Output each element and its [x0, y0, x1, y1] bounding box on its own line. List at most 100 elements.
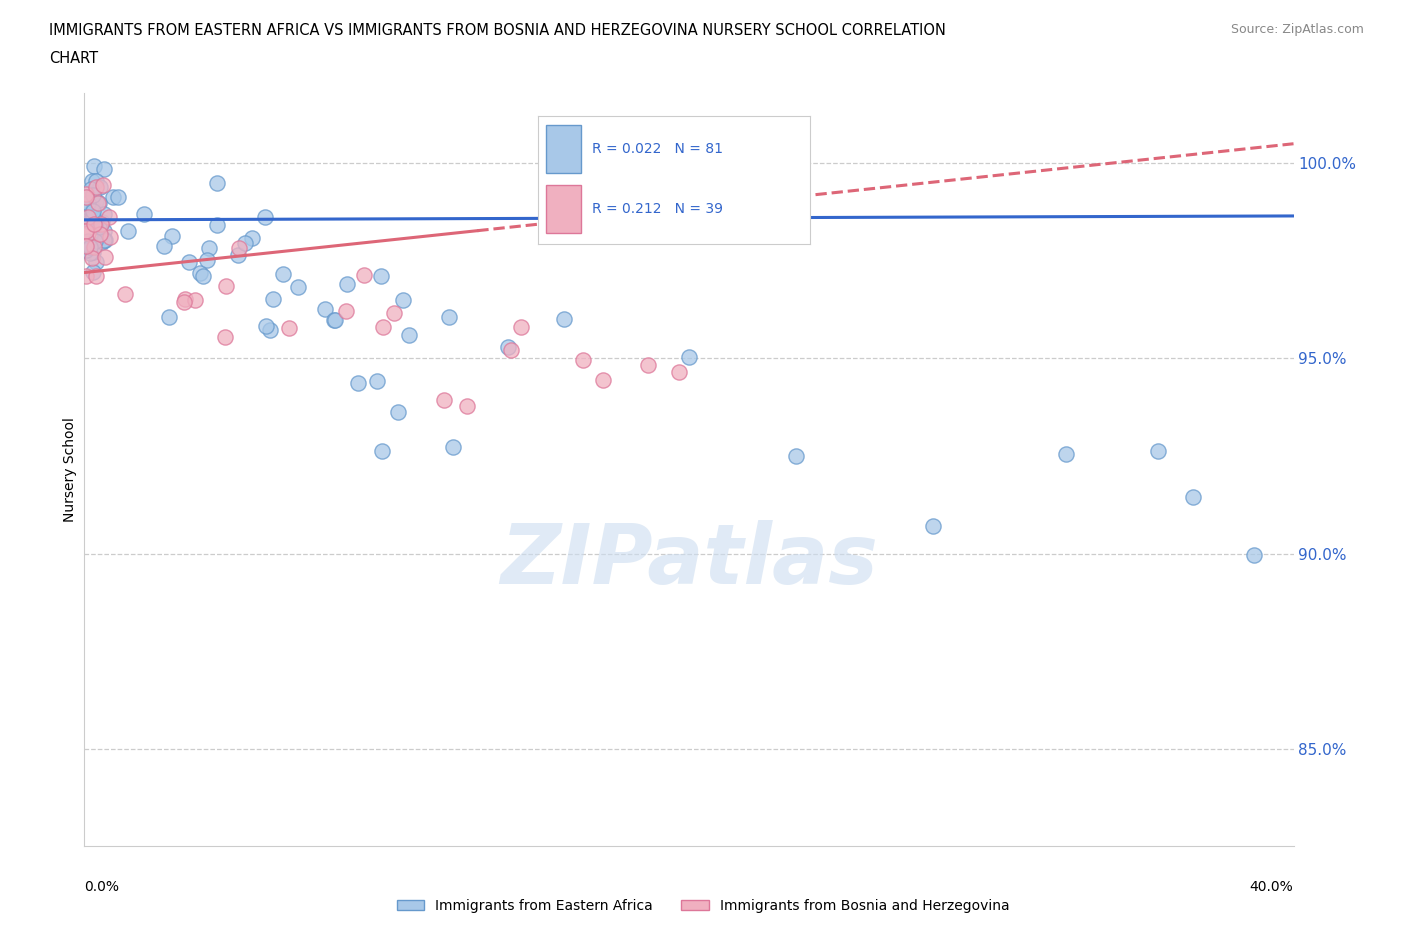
- Point: [93, 233, 115, 248]
- Point: [233, 236, 256, 251]
- Point: [347, 376, 370, 391]
- Point: [353, 267, 375, 282]
- Point: [259, 323, 281, 338]
- Point: [157, 310, 180, 325]
- Point: [592, 373, 614, 388]
- Text: ZIPatlas: ZIPatlas: [501, 520, 877, 601]
- Point: [253, 210, 276, 225]
- Point: [86, 196, 108, 211]
- Text: Source: ZipAtlas.com: Source: ZipAtlas.com: [1230, 23, 1364, 36]
- Point: [86, 179, 108, 194]
- Point: [215, 278, 238, 293]
- Point: [93, 162, 115, 177]
- Point: [83, 217, 105, 232]
- Point: [228, 241, 250, 256]
- Point: [398, 328, 420, 343]
- Point: [114, 287, 136, 302]
- Point: [75, 186, 97, 201]
- Text: IMMIGRANTS FROM EASTERN AFRICA VS IMMIGRANTS FROM BOSNIA AND HERZEGOVINA NURSERY: IMMIGRANTS FROM EASTERN AFRICA VS IMMIGR…: [49, 23, 946, 38]
- Point: [553, 312, 575, 326]
- Point: [101, 190, 124, 205]
- Point: [82, 245, 104, 259]
- Point: [79, 207, 101, 222]
- Point: [83, 158, 105, 173]
- Point: [94, 249, 117, 264]
- Point: [370, 269, 392, 284]
- Y-axis label: Nursery School: Nursery School: [63, 418, 77, 522]
- Point: [335, 304, 357, 319]
- Point: [79, 246, 101, 260]
- Point: [271, 267, 294, 282]
- Point: [387, 405, 409, 419]
- Point: [509, 320, 531, 335]
- Point: [205, 176, 228, 191]
- Point: [93, 232, 115, 247]
- Point: [437, 310, 460, 325]
- Point: [93, 223, 115, 238]
- Point: [173, 295, 195, 310]
- Point: [370, 444, 392, 458]
- Point: [80, 174, 103, 189]
- Point: [572, 352, 595, 367]
- Point: [79, 240, 101, 255]
- Point: [75, 268, 97, 283]
- Point: [84, 173, 107, 188]
- Point: [214, 329, 236, 344]
- Point: [93, 178, 115, 193]
- Point: [82, 209, 104, 224]
- Point: [89, 227, 111, 242]
- Point: [193, 269, 215, 284]
- Point: [75, 243, 97, 258]
- Point: [76, 226, 98, 241]
- Point: [668, 365, 690, 379]
- Point: [75, 190, 97, 205]
- Point: [77, 233, 100, 248]
- Point: [98, 210, 121, 225]
- Point: [84, 269, 107, 284]
- Legend: Immigrants from Eastern Africa, Immigrants from Bosnia and Herzegovina: Immigrants from Eastern Africa, Immigran…: [391, 894, 1015, 919]
- Point: [184, 293, 207, 308]
- Point: [98, 230, 121, 245]
- Point: [637, 357, 659, 372]
- Point: [198, 240, 221, 255]
- Point: [226, 247, 249, 262]
- Point: [1243, 548, 1265, 563]
- Point: [89, 179, 111, 194]
- Point: [314, 301, 336, 316]
- Point: [499, 343, 522, 358]
- Point: [75, 239, 97, 254]
- Point: [93, 207, 115, 222]
- Point: [90, 217, 112, 232]
- Point: [76, 209, 98, 224]
- Point: [86, 255, 108, 270]
- Point: [278, 320, 301, 335]
- Point: [205, 218, 228, 232]
- Point: [921, 518, 943, 533]
- Point: [287, 279, 309, 294]
- Point: [336, 276, 359, 291]
- Point: [177, 254, 200, 269]
- Point: [433, 392, 456, 407]
- Point: [75, 223, 97, 238]
- Point: [785, 448, 807, 463]
- Point: [366, 373, 388, 388]
- Point: [174, 291, 197, 306]
- Point: [79, 213, 101, 228]
- Point: [1147, 444, 1170, 458]
- Text: CHART: CHART: [49, 51, 98, 66]
- Point: [77, 195, 100, 210]
- Point: [90, 215, 112, 230]
- Point: [323, 312, 346, 327]
- Point: [83, 218, 105, 232]
- Point: [82, 204, 104, 219]
- Point: [254, 319, 277, 334]
- Point: [83, 233, 105, 248]
- Point: [1181, 489, 1204, 504]
- Point: [195, 252, 218, 267]
- Point: [107, 190, 129, 205]
- Point: [80, 192, 103, 206]
- Point: [132, 206, 155, 221]
- Point: [160, 229, 183, 244]
- Point: [117, 224, 139, 239]
- Point: [322, 313, 344, 328]
